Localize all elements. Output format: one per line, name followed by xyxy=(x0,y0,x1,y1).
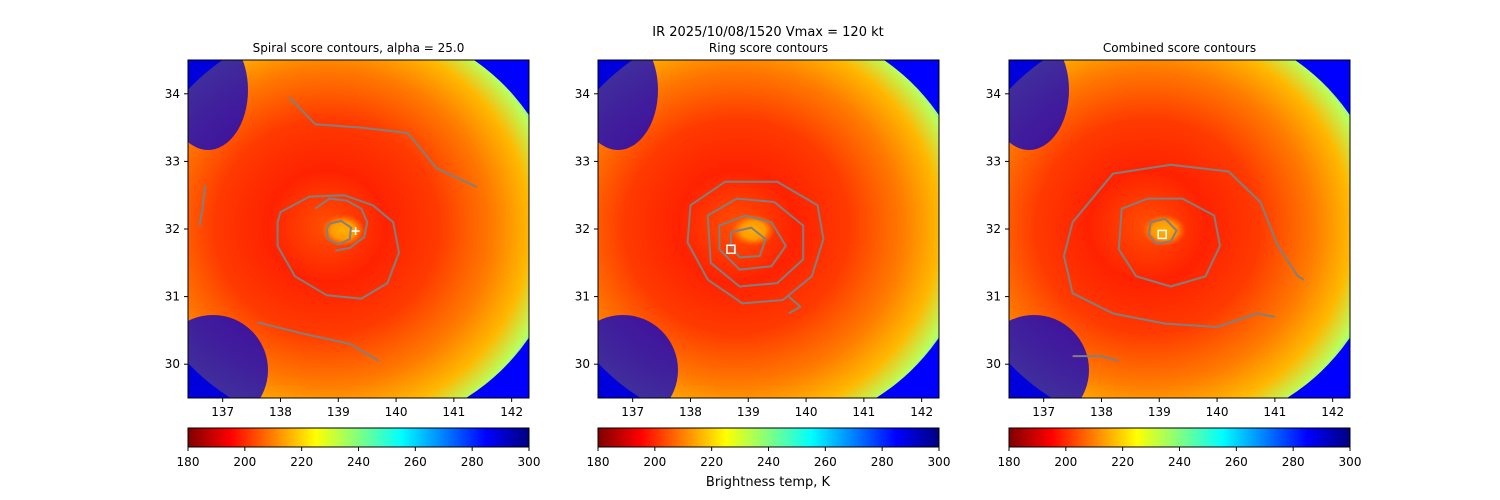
score-contour xyxy=(1072,355,1120,362)
colorbar-tick-label: 200 xyxy=(1054,455,1077,469)
colorbar-tick-label: 240 xyxy=(1168,455,1191,469)
colorbar-tick-label: 180 xyxy=(998,455,1021,469)
y-tick-label: 33 xyxy=(986,154,1001,168)
chart-panel: Spiral score contours, alpha = 25.0 137 13… xyxy=(165,41,541,469)
colorbar-tick-label: 220 xyxy=(290,455,313,469)
center-marker xyxy=(726,244,736,255)
colorbar xyxy=(597,427,940,448)
colorbar-tick-label: 200 xyxy=(643,455,666,469)
colorbar-tick-label: 260 xyxy=(404,455,427,469)
y-tick-label: 30 xyxy=(165,357,180,371)
colorbar-tick-label: 200 xyxy=(233,455,256,469)
score-contour xyxy=(325,219,352,246)
score-contour xyxy=(1117,197,1221,288)
colorbar-tick-label: 280 xyxy=(871,455,894,469)
colorbar-label: Brightness temp, K xyxy=(706,475,831,490)
x-tick-label: 140 xyxy=(385,405,408,419)
x-tick-label: 137 xyxy=(1032,405,1055,419)
score-contour xyxy=(706,197,805,288)
colorbar xyxy=(187,427,530,448)
y-tick-label: 33 xyxy=(575,154,590,168)
y-tick-label: 31 xyxy=(165,290,180,304)
y-tick-label: 32 xyxy=(575,222,590,236)
colorbar-tick-label: 220 xyxy=(1111,455,1134,469)
colorbar-tick-label: 300 xyxy=(928,455,951,469)
colorbar-tick-label: 240 xyxy=(347,455,370,469)
chart-panel: Ring score contours 137 138 139 140 141 142 30 3… xyxy=(575,41,951,469)
colorbar-tick-label: 300 xyxy=(1339,455,1362,469)
y-tick-label: 31 xyxy=(575,290,590,304)
score-contour xyxy=(686,180,825,305)
score-contour xyxy=(718,214,787,271)
y-tick-label: 33 xyxy=(165,154,180,168)
colorbar-tick-label: 180 xyxy=(177,455,200,469)
score-contour xyxy=(257,321,380,362)
x-tick-label: 142 xyxy=(500,405,523,419)
x-tick-label: 137 xyxy=(211,405,234,419)
colorbar-tick-label: 280 xyxy=(1282,455,1305,469)
colorbar xyxy=(1008,427,1351,448)
figure-suptitle: IR 2025/10/08/1520 Vmax = 120 kt xyxy=(652,25,883,40)
ir-image xyxy=(188,60,529,398)
x-tick-label: 138 xyxy=(1090,405,1113,419)
score-contour xyxy=(288,96,478,189)
colorbar-tick-label: 300 xyxy=(518,455,541,469)
x-tick-label: 141 xyxy=(442,405,465,419)
score-contour xyxy=(276,194,400,300)
center-marker xyxy=(1157,229,1167,240)
x-tick-label: 141 xyxy=(852,405,875,419)
x-tick-label: 138 xyxy=(679,405,702,419)
y-tick-label: 30 xyxy=(575,357,590,371)
chart-panel: Combined score contours 137 138 139 140 141 14… xyxy=(986,41,1362,469)
chart-title: Spiral score contours, alpha = 25.0 xyxy=(253,41,465,55)
x-tick-label: 139 xyxy=(327,405,350,419)
y-tick-label: 34 xyxy=(575,87,590,101)
score-contour xyxy=(788,295,802,315)
y-tick-label: 32 xyxy=(165,222,180,236)
y-tick-label: 30 xyxy=(986,357,1001,371)
x-tick-label: 139 xyxy=(737,405,760,419)
x-tick-label: 142 xyxy=(1321,405,1344,419)
y-tick-label: 34 xyxy=(165,87,180,101)
x-tick-label: 141 xyxy=(1263,405,1286,419)
y-tick-label: 31 xyxy=(986,290,1001,304)
ir-image xyxy=(1009,60,1350,398)
colorbar-tick-label: 260 xyxy=(814,455,837,469)
chart-title: Ring score contours xyxy=(709,41,828,55)
score-contour xyxy=(198,184,207,226)
colorbar-tick-label: 280 xyxy=(461,455,484,469)
y-tick-label: 34 xyxy=(986,87,1001,101)
x-tick-label: 139 xyxy=(1148,405,1171,419)
score-contour xyxy=(1147,217,1178,245)
x-tick-label: 137 xyxy=(621,405,644,419)
x-tick-label: 142 xyxy=(910,405,933,419)
colorbar-tick-label: 240 xyxy=(757,455,780,469)
colorbar-tick-label: 220 xyxy=(700,455,723,469)
x-tick-label: 138 xyxy=(269,405,292,419)
x-tick-label: 140 xyxy=(795,405,818,419)
y-tick-label: 32 xyxy=(986,222,1001,236)
chart-title: Combined score contours xyxy=(1103,41,1256,55)
score-contour xyxy=(314,197,369,252)
x-tick-label: 140 xyxy=(1206,405,1229,419)
score-contour xyxy=(1071,163,1305,281)
colorbar-tick-label: 260 xyxy=(1225,455,1248,469)
score-contour xyxy=(1062,221,1276,328)
center-marker xyxy=(351,227,360,236)
ir-image xyxy=(598,60,939,398)
colorbar-tick-label: 180 xyxy=(587,455,610,469)
